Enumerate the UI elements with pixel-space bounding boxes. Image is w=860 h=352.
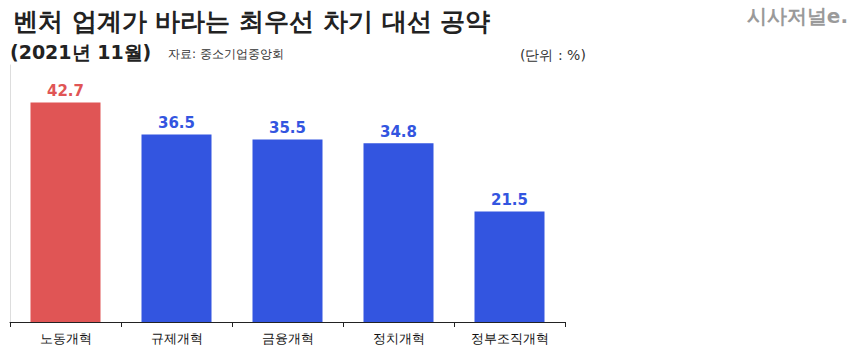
svg-text:시사저널e.: 시사저널e. xyxy=(747,4,848,28)
svg-text:21.5: 21.5 xyxy=(491,191,528,209)
svg-text:금융개혁: 금융개혁 xyxy=(262,331,314,346)
svg-text:42.7: 42.7 xyxy=(47,82,84,100)
svg-text:정부조직개혁: 정부조직개혁 xyxy=(471,331,549,346)
svg-text:정치개혁: 정치개혁 xyxy=(373,331,425,346)
svg-text:벤처 업계가 바라는 최우선 차기 대선 공약: 벤처 업계가 바라는 최우선 차기 대선 공약 xyxy=(13,7,490,36)
svg-text:(단위 : %): (단위 : %) xyxy=(520,47,586,63)
svg-text:규제개혁: 규제개혁 xyxy=(151,331,203,346)
svg-text:(2021년 11월): (2021년 11월) xyxy=(10,41,151,63)
svg-text:자료: 중소기업중앙회: 자료: 중소기업중앙회 xyxy=(168,47,284,61)
svg-text:35.5: 35.5 xyxy=(269,119,306,137)
svg-text:36.5: 36.5 xyxy=(158,114,195,132)
svg-text:노동개혁: 노동개혁 xyxy=(40,331,92,346)
svg-text:34.8: 34.8 xyxy=(380,123,417,141)
